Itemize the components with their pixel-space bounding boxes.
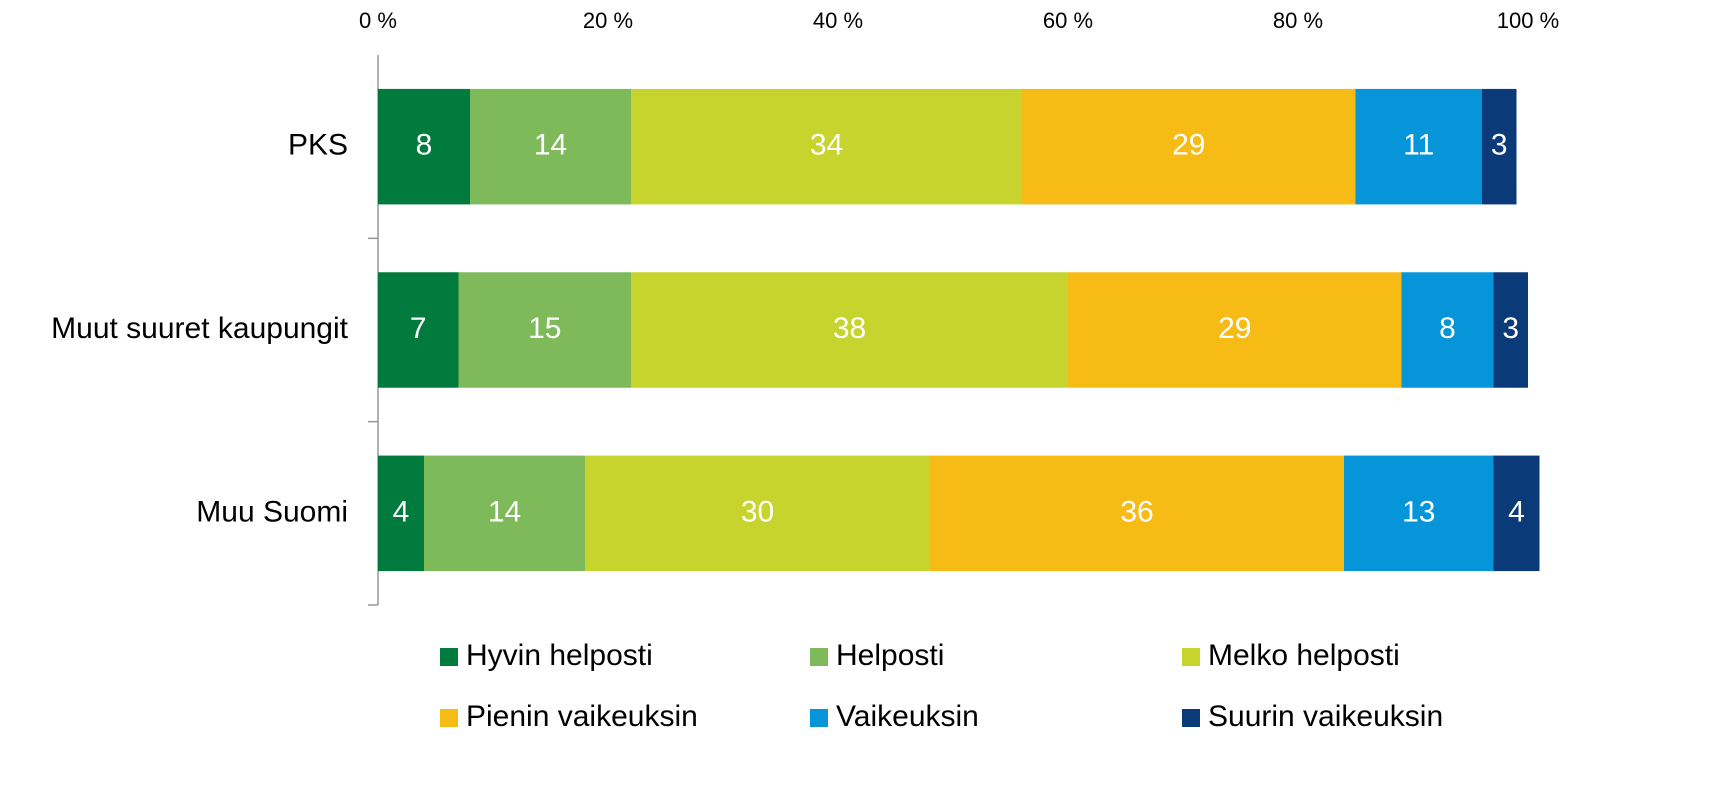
y-tick-label: PKS bbox=[288, 129, 348, 162]
bar-segment bbox=[470, 88, 631, 205]
y-tick-label: Muut suuret kaupungit bbox=[51, 312, 349, 345]
bar-segment bbox=[378, 88, 470, 205]
bar-segment bbox=[458, 272, 631, 388]
bar-segment bbox=[424, 455, 585, 572]
x-tick-label: 100 % bbox=[1497, 8, 1559, 33]
bar-segment bbox=[378, 272, 459, 388]
data-label: 29 bbox=[1172, 129, 1205, 162]
data-label: 14 bbox=[488, 495, 521, 528]
legend-label: Helposti bbox=[836, 639, 944, 672]
bar-segment bbox=[1493, 272, 1528, 388]
bar-segment bbox=[1068, 272, 1402, 388]
legend-swatch bbox=[810, 648, 828, 666]
legend-label: Hyvin helposti bbox=[466, 639, 653, 672]
data-label: 8 bbox=[416, 129, 433, 162]
data-label: 13 bbox=[1402, 495, 1435, 528]
data-label: 3 bbox=[1491, 129, 1508, 162]
bar-segment bbox=[631, 272, 1068, 388]
legend-swatch bbox=[440, 709, 458, 727]
legend-swatch bbox=[440, 648, 458, 666]
bar-segment bbox=[378, 455, 424, 572]
legend-label: Pienin vaikeuksin bbox=[466, 700, 698, 733]
x-tick-label: 40 % bbox=[813, 8, 863, 33]
data-label: 4 bbox=[1508, 495, 1525, 528]
legend-label: Suurin vaikeuksin bbox=[1208, 700, 1443, 733]
x-tick-label: 80 % bbox=[1273, 8, 1323, 33]
legend-label: Melko helposti bbox=[1208, 639, 1400, 672]
x-tick-label: 20 % bbox=[583, 8, 633, 33]
bar-segment bbox=[1482, 88, 1517, 205]
data-label: 29 bbox=[1218, 312, 1251, 345]
data-label: 11 bbox=[1403, 129, 1434, 162]
data-label: 7 bbox=[410, 312, 427, 345]
data-label: 3 bbox=[1502, 312, 1519, 345]
bar-segment bbox=[1401, 272, 1494, 388]
bar-segment bbox=[631, 88, 1022, 205]
data-label: 8 bbox=[1439, 312, 1456, 345]
data-label: 4 bbox=[393, 495, 410, 528]
bar-segment bbox=[1355, 88, 1482, 205]
y-tick-label: Muu Suomi bbox=[196, 495, 348, 528]
data-label: 36 bbox=[1120, 495, 1153, 528]
bar-segment bbox=[930, 455, 1344, 572]
bar-segment bbox=[1022, 88, 1356, 205]
x-tick-label: 0 % bbox=[359, 8, 397, 33]
legend-swatch bbox=[810, 709, 828, 727]
legend-swatch bbox=[1182, 709, 1200, 727]
legend-swatch bbox=[1182, 648, 1200, 666]
data-label: 30 bbox=[741, 495, 774, 528]
data-label: 38 bbox=[833, 312, 866, 345]
data-label: 14 bbox=[534, 129, 567, 162]
data-label: 34 bbox=[810, 129, 843, 162]
legend-label: Vaikeuksin bbox=[836, 700, 979, 733]
bar-segment bbox=[1344, 455, 1494, 572]
x-tick-label: 60 % bbox=[1043, 8, 1093, 33]
bar-segment bbox=[1493, 455, 1540, 572]
data-label: 15 bbox=[528, 312, 561, 345]
bar-segment bbox=[585, 455, 930, 572]
